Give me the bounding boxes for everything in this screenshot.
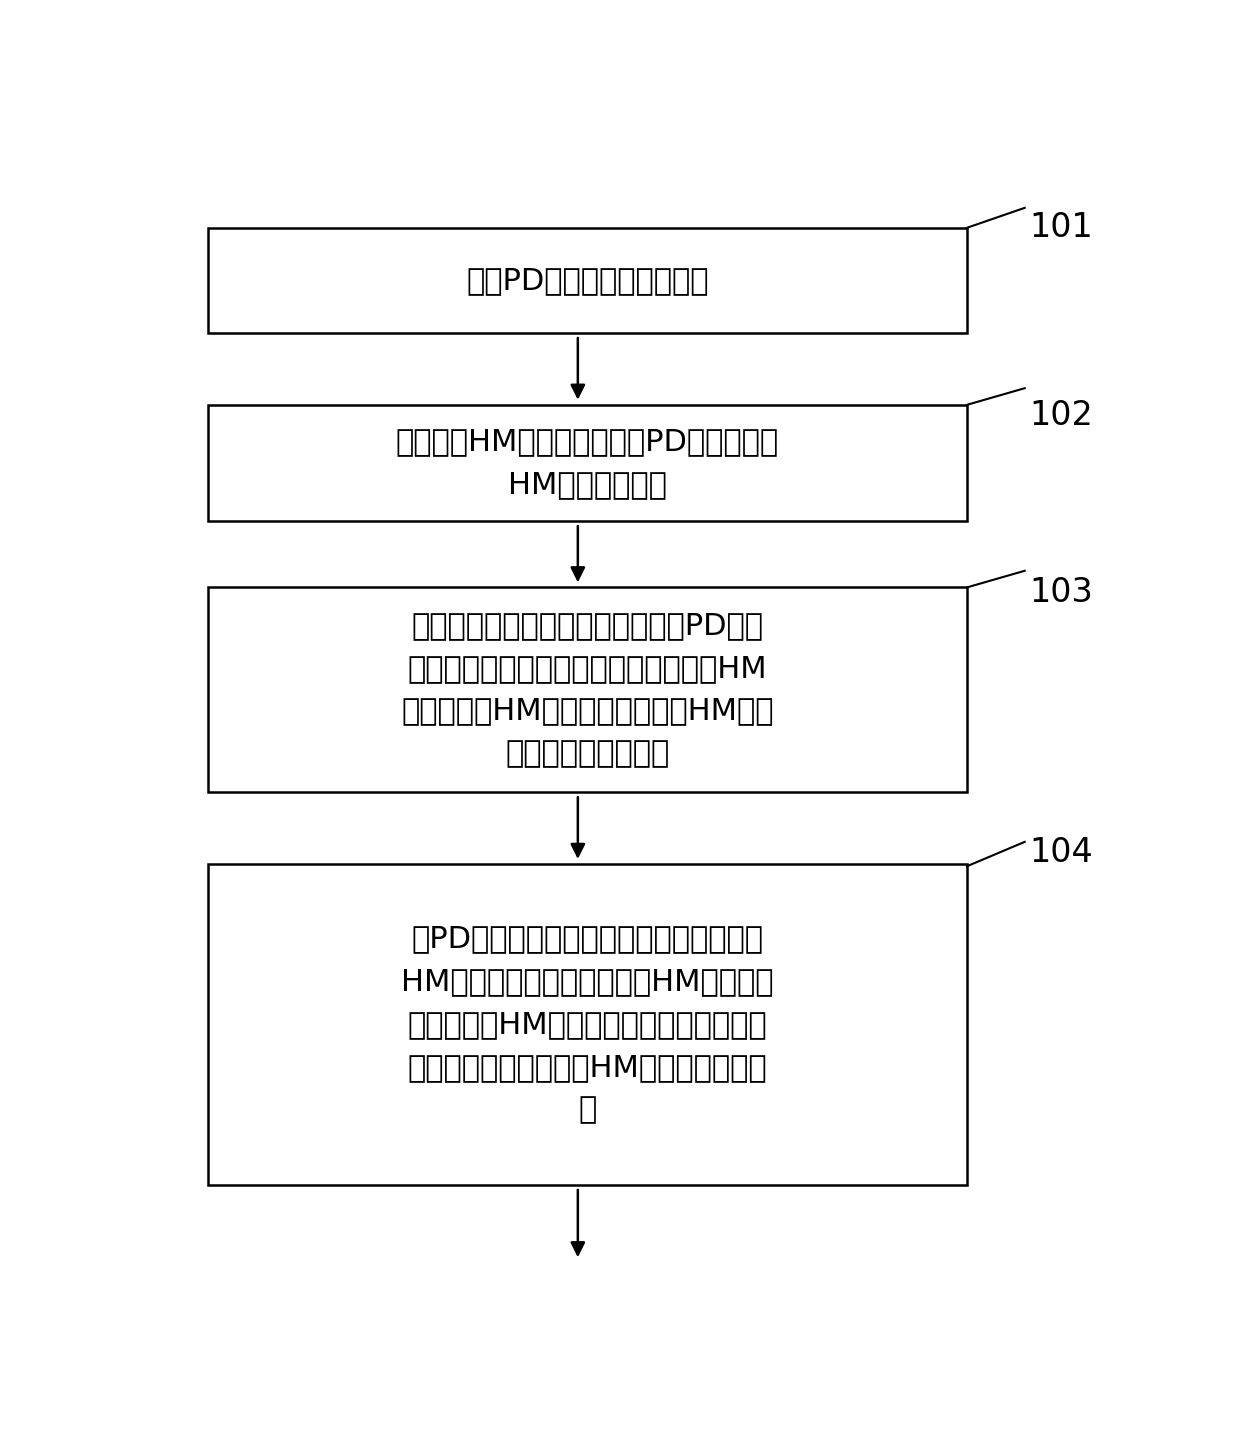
- Text: 103: 103: [1029, 576, 1094, 609]
- Bar: [208, 864, 967, 1186]
- Text: 根据各个HM的带宽比，确定PD周期中各个
HM的下行总带宽: 根据各个HM的带宽比，确定PD周期中各个 HM的下行总带宽: [396, 427, 779, 499]
- Text: 104: 104: [1029, 836, 1094, 869]
- Text: 设置总令牌桶，总令牌桶中设有与PD周期
中的下行总带宽对应的令牌；设置各个HM
的令牌桶，HM的令牌桶中设有与HM的下
行总带宽对应的令牌: 设置总令牌桶，总令牌桶中设有与PD周期 中的下行总带宽对应的令牌；设置各个HM …: [402, 611, 774, 769]
- Bar: [208, 588, 967, 792]
- Text: 101: 101: [1029, 211, 1094, 244]
- Text: 102: 102: [1029, 399, 1094, 433]
- Bar: [208, 227, 967, 333]
- Text: 在PD周期内，按预定顺序循环，根据各个
HM的待传输下行数据及各个HM的传输速
度，为各个HM分配下行带宽，并按下行带
宽减少总令牌桶及各个HM的令牌桶中的令
: 在PD周期内，按预定顺序循环，根据各个 HM的待传输下行数据及各个HM的传输速 …: [402, 924, 774, 1125]
- Bar: [208, 405, 967, 522]
- Text: 确定PD周期中的下行总带宽: 确定PD周期中的下行总带宽: [466, 266, 709, 295]
